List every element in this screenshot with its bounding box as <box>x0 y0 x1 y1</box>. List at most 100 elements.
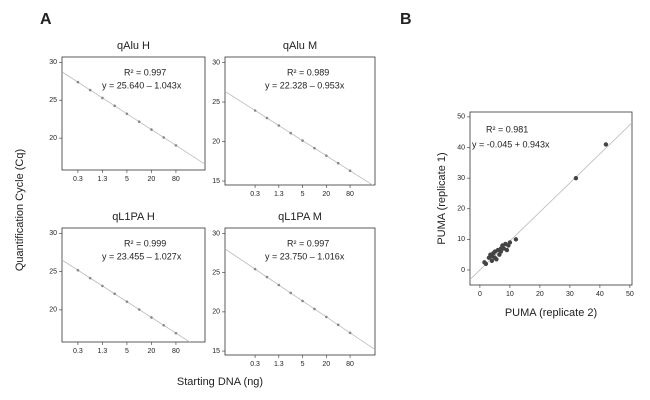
data-point <box>162 323 165 327</box>
x-tick-label: 5 <box>125 348 129 355</box>
plot-frame <box>224 56 376 186</box>
x-tick-label: 5 <box>301 361 305 368</box>
data-point <box>101 96 104 100</box>
y-tick-label: 20 <box>457 206 465 213</box>
data-point <box>150 128 153 131</box>
data-point <box>174 331 178 335</box>
data-point <box>336 323 340 327</box>
x-tick-label: 20 <box>322 361 330 368</box>
annotation: R² = 0.997 <box>287 238 329 248</box>
y-tick-label: 25 <box>212 99 220 106</box>
x-axis-label: PUMA (replicate 2) <box>505 307 597 319</box>
y-tick-label: 0 <box>461 267 465 274</box>
trend-line <box>225 248 375 350</box>
annotation: y = 25.640 – 1.043x <box>102 80 182 90</box>
x-tick-label: 80 <box>346 191 354 198</box>
y-tick-label: 30 <box>212 59 220 66</box>
data-point <box>253 267 257 271</box>
x-tick-label: 5 <box>125 176 129 183</box>
data-point <box>507 240 513 245</box>
y-tick-label: 25 <box>212 270 220 277</box>
x-tick-label: 0.3 <box>250 191 260 198</box>
panel-label: B <box>400 11 412 28</box>
y-axis-label: Quantification Cycle (Cq) <box>14 149 26 271</box>
x-tick-label: 20 <box>148 348 156 355</box>
chart-title: qAlu H <box>117 40 150 52</box>
x-tick-label: 80 <box>172 176 180 183</box>
y-tick-label: 50 <box>457 114 465 121</box>
annotation: R² = 0.989 <box>287 67 329 77</box>
data-point <box>313 307 316 311</box>
chart-title: qAlu M <box>283 40 317 52</box>
x-tick-label: 1.3 <box>274 361 284 368</box>
panel-label: A <box>40 11 52 28</box>
data-point <box>150 316 153 319</box>
plot-frame <box>61 227 206 343</box>
y-tick-label: 20 <box>212 138 220 145</box>
y-axis-label: PUMA (replicate 1) <box>436 152 448 244</box>
y-tick-label: 10 <box>457 236 465 243</box>
data-point <box>301 139 304 142</box>
x-tick-label: 0 <box>478 291 482 298</box>
annotation: y = 23.750 – 1.016x <box>265 251 345 261</box>
data-point <box>513 237 519 242</box>
data-point <box>265 275 269 279</box>
data-point <box>125 112 129 116</box>
annotation: R² = 0.981 <box>486 124 528 134</box>
data-point <box>137 308 141 311</box>
data-point <box>88 276 92 280</box>
trend-line <box>225 91 374 185</box>
y-tick-label: 30 <box>457 175 465 182</box>
data-point <box>494 257 499 262</box>
data-point <box>88 88 92 92</box>
data-point <box>325 154 328 157</box>
data-point <box>573 175 579 181</box>
data-point <box>277 283 281 287</box>
x-tick-label: 20 <box>322 191 330 198</box>
plot-frame <box>61 56 206 171</box>
y-tick-label: 30 <box>49 230 57 237</box>
plot-frame <box>469 111 633 286</box>
x-tick-label: 1.3 <box>274 191 284 198</box>
y-tick-label: 20 <box>49 307 57 314</box>
chart-title: qL1PA H <box>112 211 155 223</box>
annotation: R² = 0.999 <box>124 238 166 248</box>
trend-line <box>62 259 191 342</box>
annotation: y = 23.455 – 1.027x <box>102 251 182 261</box>
chart-title: qL1PA M <box>278 211 322 223</box>
y-tick-label: 20 <box>212 309 220 316</box>
data-point <box>603 142 609 147</box>
x-tick-label: 0.3 <box>73 348 83 355</box>
plot-frame <box>224 227 376 356</box>
data-point <box>174 144 178 147</box>
x-tick-label: 5 <box>301 191 305 198</box>
data-point <box>162 136 165 139</box>
data-point <box>289 131 292 135</box>
data-point <box>113 104 116 108</box>
x-tick-label: 20 <box>148 176 156 183</box>
data-point <box>504 247 510 253</box>
data-point <box>101 284 104 288</box>
data-point <box>301 299 304 303</box>
data-point <box>325 315 328 319</box>
data-point <box>348 331 352 335</box>
x-tick-label: 30 <box>566 291 574 298</box>
data-point <box>113 292 116 296</box>
x-tick-label: 20 <box>536 291 544 298</box>
annotation: y = 22.328 – 0.953x <box>265 80 345 90</box>
data-point <box>489 258 495 264</box>
data-point <box>289 291 292 295</box>
annotation: y = -0.045 + 0.943x <box>472 139 550 149</box>
x-tick-label: 0.3 <box>73 176 83 183</box>
trend-line <box>470 122 632 280</box>
data-point <box>483 261 489 267</box>
x-tick-label: 80 <box>172 348 180 355</box>
data-point <box>277 124 281 127</box>
data-point <box>76 80 80 84</box>
x-tick-label: 80 <box>346 361 354 368</box>
data-point <box>125 300 129 303</box>
data-point <box>76 268 80 272</box>
x-tick-label: 10 <box>506 291 514 298</box>
annotation: R² = 0.997 <box>124 67 166 77</box>
